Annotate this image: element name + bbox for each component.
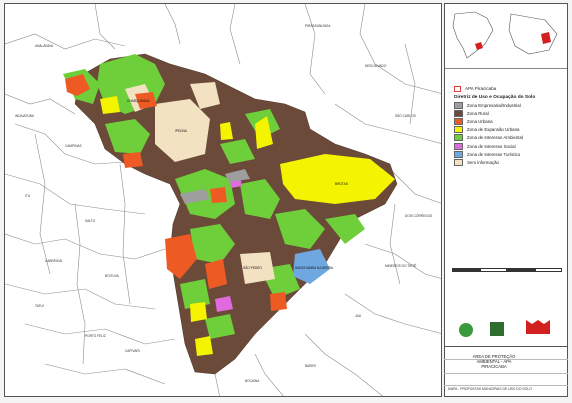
main-map[interactable]: ANALÂNDIA INDAIATUBA CAMPINAS ITU SALTO … [4,3,442,397]
map-title: ÁREA DE PROTEÇÃO AMBIENTAL - APA PIRACIC… [472,354,516,369]
municipality-label: BOCAINA [245,379,260,383]
legend-item: Zona Rural [454,109,564,117]
apa-label: APA Piracicaba [465,86,497,91]
sao-paulo-logo [526,320,550,334]
legend-swatch [454,101,463,109]
municipality-label: SÃO CARLOS [395,114,416,118]
legend-swatch [454,134,463,142]
map-caption: MAPA - PROPOSTAS MUNICIPAIS DE USO DO SO… [448,387,532,391]
legend-item: Sem informação [454,158,564,166]
municipality-label: INDAIATUBA [15,114,34,118]
municipality-label: PIRASSUNUNGA [305,24,331,28]
legend: APA Piracicaba Diretriz de Uso e Ocupaçã… [454,86,564,167]
logos-row [452,316,564,346]
legend-swatch [454,150,463,158]
municipality-label: CAMPINAS [65,144,82,148]
brazil-locator [452,11,558,59]
fundacao-florestal-logo [459,323,473,337]
municipality-label: ITU [25,194,31,198]
municipality-label: PORTO FELIZ [85,334,106,338]
legend-title: Diretriz de Uso e Ocupação do Solo [454,95,536,100]
legend-item: Zona de Expansão Urbana [454,126,564,134]
map-canvas [5,4,441,396]
municipality-label: SANTA MARIA DA SERRA [295,266,334,270]
municipality-label: IPEÚNA [175,129,187,133]
legend-swatch [454,117,463,125]
municipality-label: SÃO PEDRO [243,266,262,270]
legend-item: Zona Empresarial/Industrial [454,101,564,109]
municipality-label: DESCALVADO [365,64,387,68]
municipality-label: ANALÂNDIA [35,44,54,48]
legend-item: Zona de Interesse Ambiental [454,134,564,142]
title-block: ÁREA DE PROTEÇÃO AMBIENTAL - APA PIRACIC… [444,346,568,398]
municipality-label: MINEIROS DO TIETÊ [385,264,417,268]
municipality-label: JAÚ [355,314,362,318]
municipality-label: BARIRI [305,364,316,368]
legend-swatch [454,158,463,166]
legend-swatch [454,126,463,134]
municipality-label: BOITUVA [105,274,119,278]
legend-item: Zona de Interesse Turístico [454,150,564,158]
municipality-label: SALTO [85,219,96,223]
legend-item: Zona Urbana [454,117,564,125]
municipality-label: TATUÍ [35,304,44,308]
legend-swatch [454,109,463,117]
logos [459,320,550,337]
municipality-label: BROTAS [335,182,348,186]
legend-swatch [454,142,463,150]
locator-inset [445,4,567,69]
municipality-label: DOIS CÓRREGOS [405,214,433,218]
municipality-label: CHARQUEADA [127,99,150,103]
apa-outline-swatch [454,86,461,92]
scale-bar [452,268,562,272]
municipality-label: CABREÚVA [45,259,63,263]
ltc-logo [490,322,504,336]
municipality-label: CAPIVARI [125,349,140,353]
legend-item: Zona de Interesse Social [454,142,564,150]
